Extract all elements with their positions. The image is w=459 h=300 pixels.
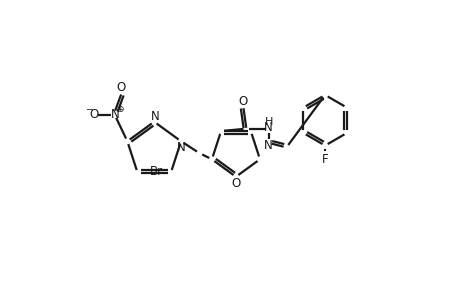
Text: O: O [231,177,240,190]
Text: ⊕: ⊕ [116,105,124,114]
Text: N: N [151,110,160,123]
Text: F: F [321,153,328,166]
Text: O: O [117,81,126,94]
Text: −: − [85,104,93,113]
Text: H: H [264,116,272,127]
Text: N: N [111,108,120,121]
Text: N: N [176,141,185,154]
Text: O: O [89,108,98,121]
Text: O: O [238,95,247,108]
Text: N: N [264,139,273,152]
Text: Br: Br [150,165,163,178]
Text: N: N [264,121,273,134]
